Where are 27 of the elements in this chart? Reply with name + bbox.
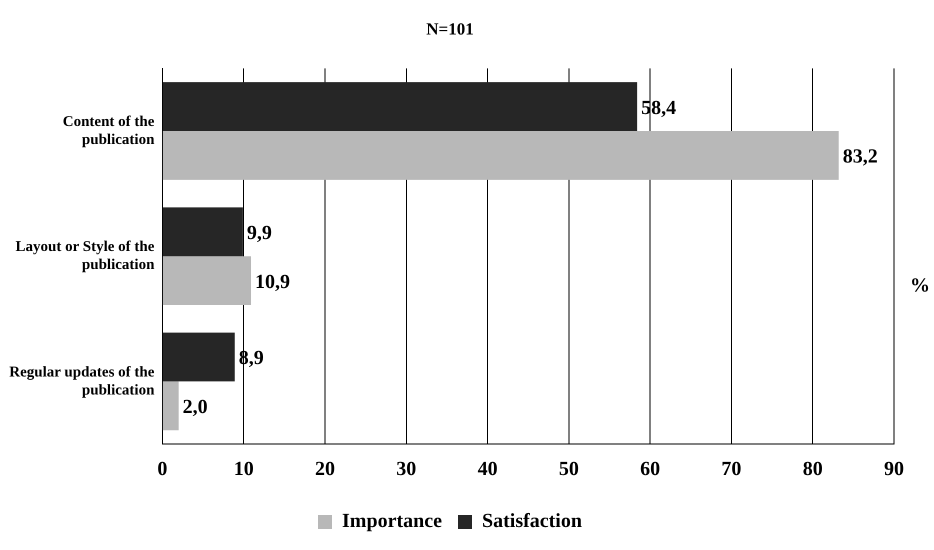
x-tick-label: 20 [314, 458, 335, 480]
x-tick-label: 10 [234, 458, 254, 480]
bar [162, 131, 839, 180]
data-label: 2,0 [182, 396, 208, 418]
bar [162, 82, 638, 131]
bar [162, 332, 235, 382]
x-tick-label: 30 [396, 458, 416, 480]
legend-label: Importance [342, 510, 442, 532]
data-label: 83,2 [842, 146, 878, 168]
x-tick-label: 70 [721, 458, 742, 480]
x-tick-label: 90 [884, 458, 904, 480]
y-tick-label: Content of the publication [62, 114, 156, 148]
x-axis-title: % [910, 274, 930, 296]
bar [162, 381, 179, 430]
y-tick-label: Layout or Style of the publication [16, 239, 156, 274]
legend-label: Satisfaction [482, 510, 582, 532]
bar [162, 207, 243, 256]
data-label: 9,9 [246, 222, 272, 244]
x-tick-label: 50 [558, 458, 579, 480]
x-tick-label: 0 [157, 458, 168, 480]
x-tick-label: 60 [640, 458, 660, 480]
x-tick-label: 40 [478, 458, 498, 480]
x-tick-label: 80 [802, 458, 823, 480]
data-label: 10,9 [255, 270, 290, 293]
bar [162, 256, 252, 306]
y-tick-label: Regular updates of the publication [9, 364, 156, 398]
chart-title: N=101 [426, 20, 474, 39]
